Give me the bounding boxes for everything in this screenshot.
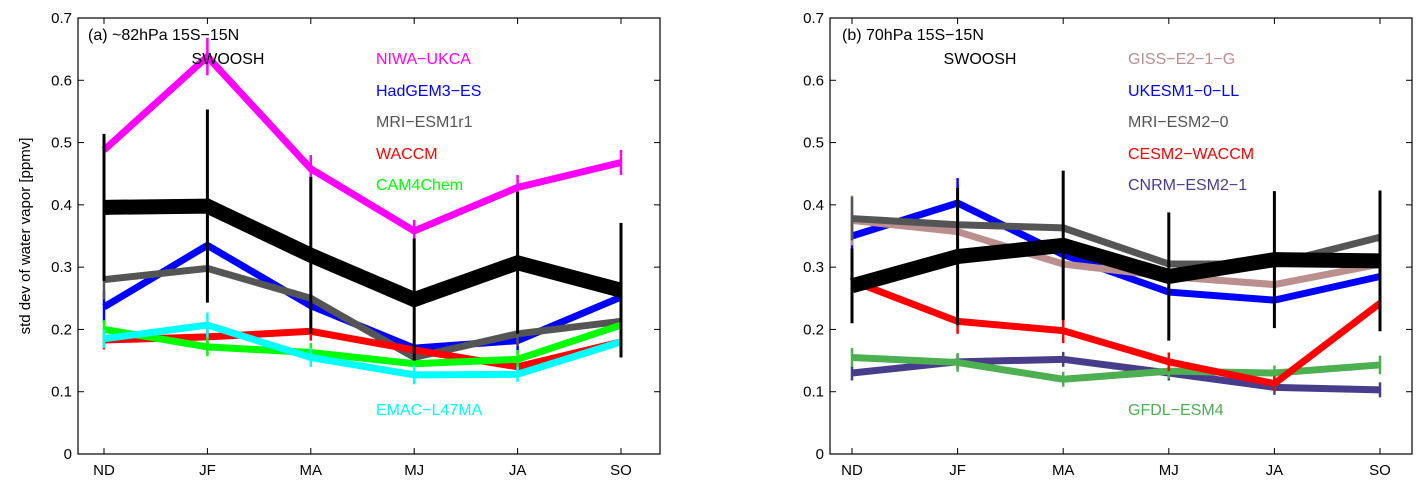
- y-tick-label: 0.3: [51, 259, 72, 276]
- x-tick-label: ND: [841, 462, 863, 479]
- y-tick-label: 0: [64, 446, 72, 463]
- y-tick-label: 0.5: [803, 135, 824, 152]
- panel-a-ylabel: std dev of water vapor [ppmv]: [17, 138, 34, 335]
- x-tick-label: MJ: [404, 462, 424, 479]
- x-tick-label: MA: [300, 462, 323, 479]
- x-tick-label: ND: [93, 462, 115, 479]
- x-tick-label: JF: [949, 462, 966, 479]
- x-tick-label: JA: [509, 462, 527, 479]
- y-tick-label: 0.4: [803, 197, 824, 214]
- y-tick-label: 0.2: [803, 321, 824, 338]
- y-tick-label: 0.1: [803, 384, 824, 401]
- x-tick-label: MJ: [1159, 462, 1179, 479]
- plot-frame: [77, 17, 661, 455]
- legend-label-mri-esm1r1: MRI−ESM1r1: [376, 114, 473, 131]
- legend-label-cesm2-waccm: CESM2−WACCM: [1128, 146, 1254, 163]
- y-tick-label: 0.6: [51, 72, 72, 89]
- x-tick-label: SO: [610, 462, 632, 479]
- y-tick-label: 0.7: [803, 10, 824, 27]
- y-tick-label: 0.2: [51, 321, 72, 338]
- series-swoosh: [849, 170, 1382, 341]
- x-tick-label: JF: [199, 462, 216, 479]
- y-tick-label: 0: [816, 446, 824, 463]
- legend-label-giss-e2-1-g: GISS−E2−1−G: [1128, 51, 1235, 68]
- x-tick-label: JA: [1266, 462, 1284, 479]
- series-line-cam4chem: [103, 321, 623, 368]
- legend-label-niwa-ukca: NIWA−UKCA: [376, 51, 471, 68]
- y-tick-label: 0.6: [803, 72, 824, 89]
- series-line-niwa-ukca: [101, 51, 622, 235]
- legend-label-swoosh: SWOOSH: [192, 51, 265, 68]
- y-tick-label: 0.3: [803, 259, 824, 276]
- legend-label-gfdl-esm4: GFDL−ESM4: [1128, 402, 1224, 419]
- panel-b-title: (b) 70hPa 15S−15N: [842, 27, 984, 44]
- legend-label-cnrm-esm2-1: CNRM−ESM2−1: [1128, 177, 1247, 194]
- y-tick-label: 0.7: [51, 10, 72, 27]
- y-tick-label: 0.4: [51, 197, 72, 214]
- series-line-waccm: [103, 327, 622, 371]
- series-line-mri-esm1r1: [103, 264, 622, 362]
- series-line-giss-e2-1-g: [851, 216, 1381, 289]
- panel-b: 0 0.1 0.2 0.3 0.4 0.5 0.6 0.7 ND JF MA MJ JA SO SWOOS…: [803, 10, 1413, 479]
- series-line-swoosh: [849, 237, 1381, 294]
- panel-a: 0 0.1 0.2 0.3 0.4 0.5 0.6 0.7 ND JF MA MJ JA SO SWOOS…: [17, 10, 661, 479]
- legend-label-swoosh: SWOOSH: [944, 51, 1017, 68]
- legend-label-emac-l47ma: EMAC−L47MA: [376, 402, 483, 419]
- legend-label-ukesm1-0-ll: UKESM1−0−LL: [1128, 83, 1239, 100]
- x-tick-label: MA: [1052, 462, 1075, 479]
- legend-label-mri-esm2-0: MRI−ESM2−0: [1128, 114, 1229, 131]
- series-swoosh: [102, 109, 623, 361]
- y-tick-label: 0.5: [51, 135, 72, 152]
- series-line-ukesm1-0-ll: [850, 199, 1381, 304]
- series-line-swoosh: [103, 198, 623, 308]
- series-line-emac-l47ma: [103, 321, 623, 379]
- legend-label-hadgem3-es: HadGEM3−ES: [376, 83, 481, 100]
- y-tick-label: 0.1: [51, 384, 72, 401]
- x-tick-label: SO: [1369, 462, 1391, 479]
- legend-label-waccm: WACCM: [376, 146, 438, 163]
- series-line-cesm2-waccm: [850, 277, 1383, 388]
- plot-frame: [829, 17, 1413, 455]
- legend-label-cam4chem: CAM4Chem: [376, 177, 463, 194]
- panel-a-title: (a) ~82hPa 15S−15N: [88, 27, 239, 44]
